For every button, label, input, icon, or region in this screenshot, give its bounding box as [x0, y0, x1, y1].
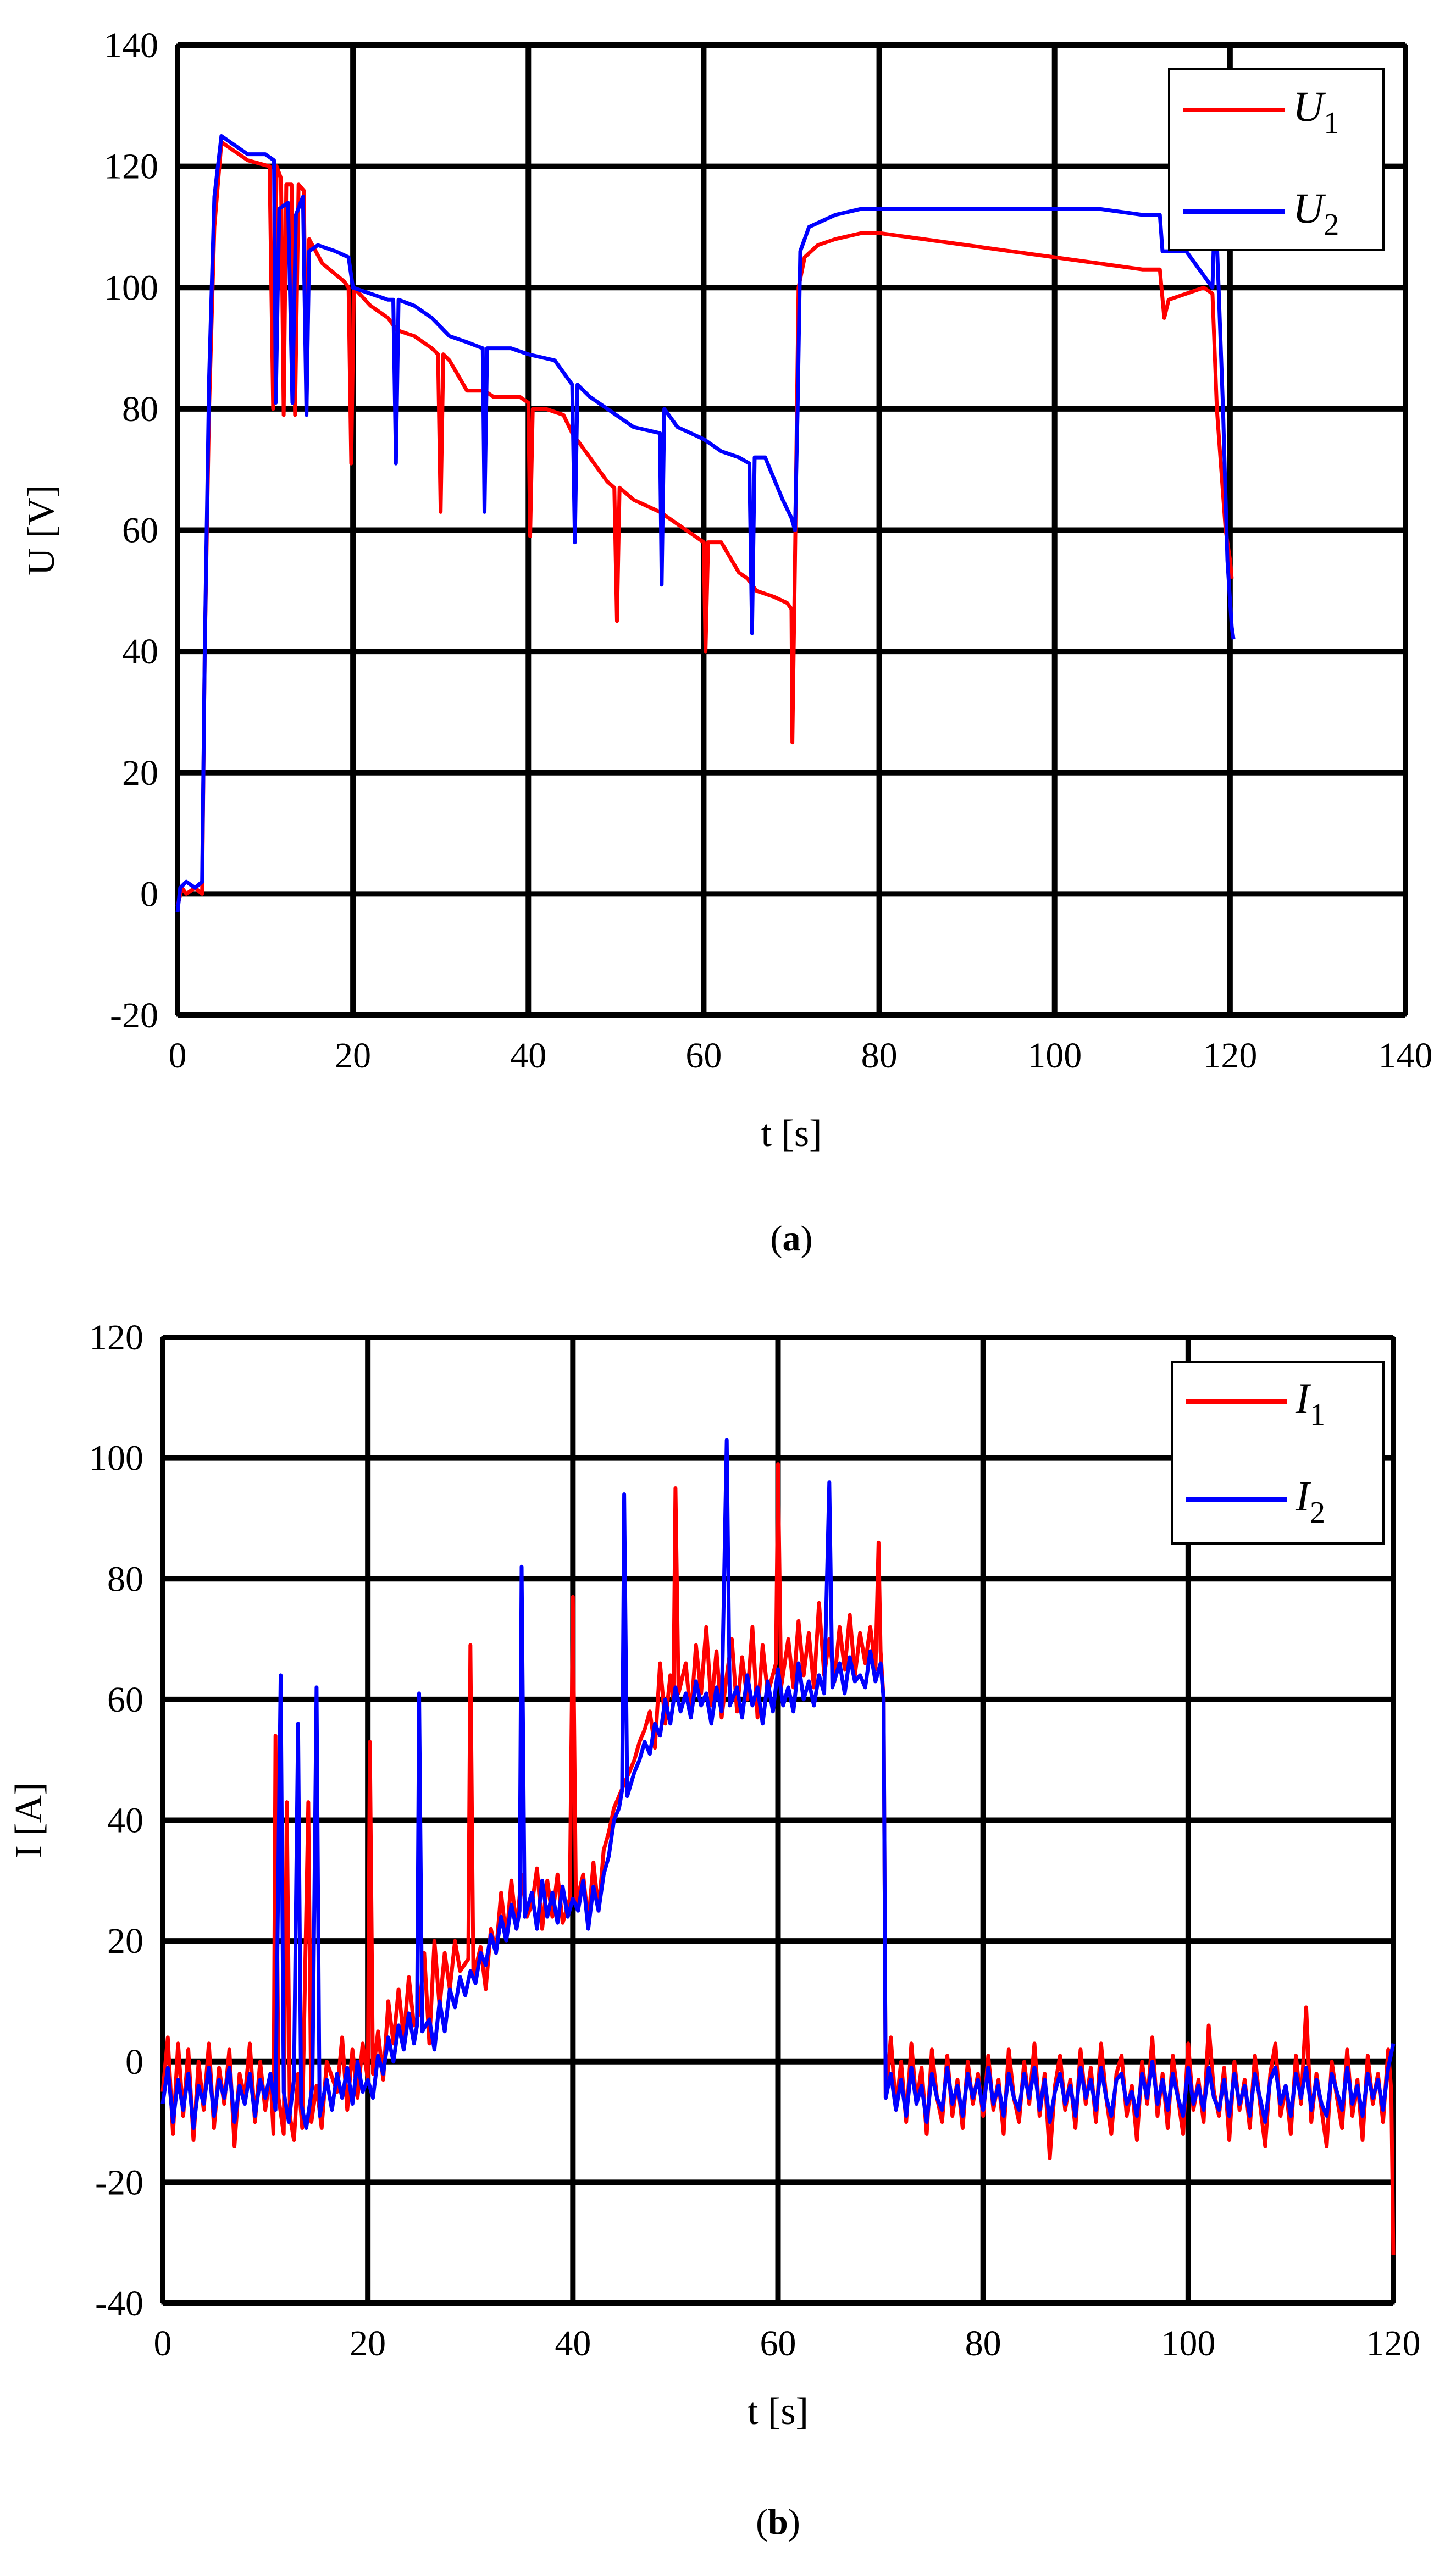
y-tick-label: 120	[89, 1318, 143, 1358]
x-axis-label: t [s]	[761, 1113, 822, 1155]
plot-frame	[161, 1336, 1395, 2305]
legend-label-subscript: 1	[1324, 106, 1339, 140]
panel-caption: (b)	[756, 2502, 800, 2542]
x-tick-label: 40	[510, 1036, 546, 1076]
legend-label-main: I	[1295, 1374, 1312, 1422]
x-tick-label: 0	[169, 1036, 187, 1076]
legend-label-main: U	[1293, 184, 1326, 232]
x-tick-label: 60	[685, 1036, 722, 1076]
caption-close-paren: )	[788, 2502, 800, 2542]
y-tick-label: 40	[107, 1801, 143, 1841]
legend-entry-u2: U2	[1183, 184, 1339, 242]
caption-open-paren: (	[771, 1219, 783, 1259]
legend-label: I2	[1295, 1472, 1325, 1530]
caption-close-paren: )	[801, 1219, 813, 1259]
y-tick-label: 120	[104, 147, 158, 187]
x-tick-label: 80	[861, 1036, 898, 1076]
series-line-u2	[175, 134, 1236, 912]
legend-label-subscript: 2	[1310, 1496, 1325, 1530]
y-tick-label: 60	[107, 1680, 143, 1720]
x-tick-label: 120	[1366, 2323, 1421, 2364]
x-tick-label: 120	[1203, 1036, 1257, 1076]
y-tick-label: 80	[107, 1559, 143, 1599]
x-axis-label: t [s]	[748, 2390, 809, 2433]
x-tick-label: 100	[1161, 2323, 1215, 2364]
legend-box	[1171, 1361, 1385, 1545]
y-tick-label: 0	[125, 2042, 143, 2082]
y-tick-label: -20	[110, 995, 158, 1036]
plot-frame	[176, 43, 1407, 1017]
legend-label: U2	[1293, 184, 1339, 242]
x-tick-label: 140	[1379, 1036, 1433, 1076]
legend-label-subscript: 1	[1310, 1398, 1325, 1432]
y-axis-label: I [A]	[8, 1783, 50, 1858]
y-tick-label: -20	[95, 2162, 143, 2202]
caption-letter: a	[783, 1219, 801, 1259]
panel-caption: (a)	[771, 1219, 813, 1259]
y-tick-label: 100	[104, 268, 158, 308]
x-tick-label: 20	[350, 2323, 386, 2364]
x-tick-label: 20	[335, 1036, 371, 1076]
legend-label-main: U	[1293, 82, 1326, 130]
legend-box	[1168, 68, 1385, 251]
y-tick-label: 20	[107, 1921, 143, 1961]
y-tick-label: 40	[122, 632, 158, 672]
y-tick-label: 100	[89, 1438, 143, 1479]
legend-label-main: I	[1295, 1472, 1312, 1520]
y-tick-label: 20	[122, 753, 158, 793]
legend-label-subscript: 2	[1324, 208, 1339, 242]
x-tick-label: 40	[555, 2323, 591, 2364]
x-tick-label: 80	[965, 2323, 1001, 2364]
x-tick-label: 60	[760, 2323, 796, 2364]
y-tick-label: -40	[95, 2283, 143, 2323]
legend-label: U1	[1293, 82, 1339, 140]
x-tick-label: 100	[1027, 1036, 1082, 1076]
legend-entry-i2: I2	[1186, 1472, 1325, 1530]
panel-b: 0 20 40 60 80 100 120 -40 -20 0 20 40 60 80 100 120 t [s…	[8, 1318, 1421, 2542]
x-tick-label: 0	[154, 2323, 172, 2364]
caption-letter: b	[768, 2502, 788, 2542]
legend-entry-i1: I1	[1186, 1374, 1325, 1432]
legend-label: I1	[1295, 1374, 1325, 1432]
y-tick-label: 0	[140, 874, 158, 914]
y-tick-label: 140	[104, 25, 158, 65]
y-tick-label: 60	[122, 511, 158, 551]
series-line-u1	[175, 140, 1234, 907]
y-tick-label: 80	[122, 389, 158, 429]
legend-entry-u1: U1	[1183, 82, 1339, 140]
series-line-i1	[160, 1462, 1396, 2255]
caption-open-paren: (	[756, 2502, 768, 2542]
y-axis-label: U [V]	[20, 485, 63, 575]
panel-a: 0 20 40 60 80 100 120 140 -20 0 20 40 60 80 100 120 140 t…	[20, 25, 1433, 1259]
series-line-i2	[160, 1438, 1396, 2130]
